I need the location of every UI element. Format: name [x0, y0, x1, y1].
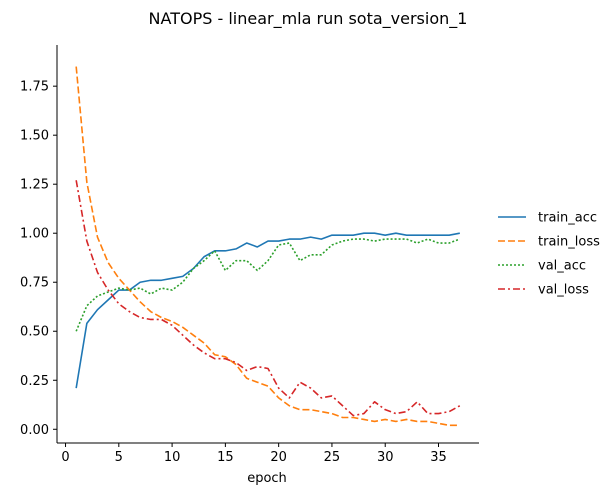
- series-line-train-acc: [75, 232, 460, 389]
- y-tick-label: 1.75: [20, 80, 49, 95]
- x-tick-label: 5: [115, 450, 123, 465]
- series-line-val-acc: [75, 238, 461, 332]
- y-tick-label: 1.00: [20, 227, 49, 242]
- series-line-train-loss: [75, 66, 460, 427]
- x-tick-label: 25: [324, 450, 341, 465]
- legend-label-train-acc: train_acc: [538, 211, 597, 226]
- y-tick-label: 1.25: [20, 178, 49, 193]
- y-tick-label: 0.00: [20, 423, 49, 438]
- x-tick-label: 15: [217, 450, 234, 465]
- x-tick-label: 30: [377, 450, 394, 465]
- series-layer: [75, 66, 461, 427]
- legend-label-val-loss: val_loss: [538, 283, 589, 298]
- x-tick-label: 35: [430, 450, 447, 465]
- axes-layer: 0 5 10 15 20 25 30 35 0.00 0.25 0.50 0.75 1.00 1.25 1.…: [20, 45, 479, 465]
- y-tick-label: 0.25: [20, 374, 49, 389]
- y-tick-label: 0.75: [20, 276, 49, 291]
- series-line-val-loss: [75, 180, 461, 417]
- legend-label-train-loss: train_loss: [538, 235, 600, 250]
- x-axis-label: epoch: [247, 471, 287, 486]
- legend-label-val-acc: val_acc: [538, 259, 586, 274]
- x-tick-label: 20: [270, 450, 287, 465]
- x-tick-label: 10: [164, 450, 181, 465]
- y-tick-label: 1.50: [20, 129, 49, 144]
- x-tick-label: 0: [61, 450, 69, 465]
- chart-title: NATOPS - linear_mla run sota_version_1: [149, 9, 468, 29]
- legend: train_acc train_loss val_acc val_loss: [498, 211, 600, 298]
- y-tick-label: 0.50: [20, 325, 49, 340]
